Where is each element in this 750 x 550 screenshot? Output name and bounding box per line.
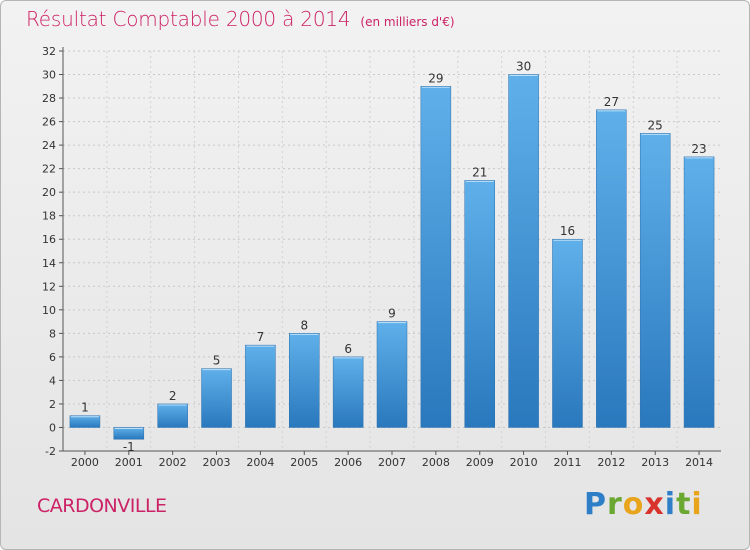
- value-label-2006: 6: [344, 342, 352, 356]
- value-label-2010: 30: [516, 60, 531, 74]
- value-label-2007: 9: [388, 307, 396, 321]
- x-tick-label: 2001: [115, 456, 143, 469]
- bar-2004: [245, 344, 276, 428]
- value-label-2009: 21: [472, 165, 487, 179]
- y-tick-label: 12: [42, 280, 56, 293]
- x-tick-label: 2007: [378, 456, 406, 469]
- bar-2011: [552, 238, 583, 428]
- y-tick-label: 14: [42, 257, 56, 270]
- logo-letter: i: [664, 487, 677, 522]
- bar-2014: [683, 156, 715, 428]
- x-tick-label: 2008: [422, 456, 450, 469]
- chart-unit: (en milliers d'€): [360, 15, 455, 29]
- y-tick-label: 18: [42, 210, 56, 223]
- proxiti-logo: Proxiti: [584, 487, 703, 522]
- y-tick-label: 22: [42, 163, 56, 176]
- logo-letter: r: [607, 487, 623, 522]
- x-tick-label: 2012: [597, 456, 625, 469]
- bar-2003: [201, 368, 232, 428]
- y-tick-label: 26: [42, 116, 56, 129]
- value-label-2005: 8: [300, 318, 308, 332]
- x-tick-label: 2004: [246, 456, 274, 469]
- bars: [69, 74, 715, 440]
- x-tick-label: 2003: [203, 456, 231, 469]
- y-tick-label: 24: [42, 139, 56, 152]
- bar-2012: [596, 109, 627, 428]
- value-label-2004: 7: [257, 330, 265, 344]
- chart-title: Résultat Comptable 2000 à 2014: [26, 7, 351, 31]
- bar-2002: [157, 403, 188, 428]
- x-tick-label: 2010: [510, 456, 538, 469]
- y-tick-label: 0: [49, 421, 56, 434]
- bar-2008: [420, 86, 452, 428]
- bar-2001: [113, 427, 145, 440]
- y-tick-label: 6: [49, 351, 56, 364]
- logo-letter: x: [644, 487, 665, 522]
- logo-letter: t: [676, 487, 692, 522]
- axes: [59, 47, 721, 455]
- commune-name: CARDONVILLE: [37, 495, 167, 517]
- bar-2006: [332, 356, 364, 428]
- grid-lines: [63, 50, 721, 452]
- x-tick-label: 2013: [641, 456, 669, 469]
- value-label-2013: 25: [648, 118, 663, 132]
- logo-letter: o: [622, 487, 645, 522]
- value-label-2011: 16: [560, 224, 575, 238]
- bar-2000: [69, 415, 101, 428]
- y-tick-label: 20: [42, 186, 56, 199]
- logo-letter: P: [584, 487, 607, 522]
- x-tick-label: 2002: [159, 456, 187, 469]
- x-tick-label: 2006: [334, 456, 362, 469]
- x-tick-label: 2005: [290, 456, 318, 469]
- value-label-2000: 1: [81, 401, 89, 415]
- value-label-2003: 5: [213, 354, 221, 368]
- value-label-2001: -1: [123, 440, 135, 454]
- y-tick-label: 2: [49, 398, 56, 411]
- value-label-2002: 2: [169, 389, 177, 403]
- value-label-2008: 29: [428, 71, 443, 85]
- bar-2013: [639, 133, 671, 428]
- x-tick-label: 2000: [71, 456, 99, 469]
- title-row: Résultat Comptable 2000 à 2014 (en millie…: [26, 7, 455, 31]
- y-tick-label: 16: [42, 233, 56, 246]
- x-tick-labels: 2000 2001 2002 2003 2004 2005 2006 2007 2008 2009…: [71, 456, 713, 469]
- y-tick-label: 10: [42, 304, 56, 317]
- y-tick-label: 30: [42, 69, 56, 82]
- y-tick-label: 8: [49, 327, 56, 340]
- x-tick-label: 2011: [553, 456, 581, 469]
- y-tick-label: -2: [45, 445, 56, 458]
- value-label-2012: 27: [604, 95, 619, 109]
- y-tick-label: 28: [42, 92, 56, 105]
- value-label-2014: 23: [691, 142, 706, 156]
- x-tick-label: 2014: [685, 456, 713, 469]
- y-tick-label: 4: [49, 374, 56, 387]
- bar-2007: [376, 321, 408, 428]
- bar-2010: [508, 74, 539, 428]
- logo-letter: i: [691, 487, 703, 522]
- bar-2009: [464, 180, 495, 428]
- y-tick-label: 32: [42, 45, 56, 58]
- x-tick-label: 2009: [466, 456, 494, 469]
- bar-2005: [289, 333, 320, 428]
